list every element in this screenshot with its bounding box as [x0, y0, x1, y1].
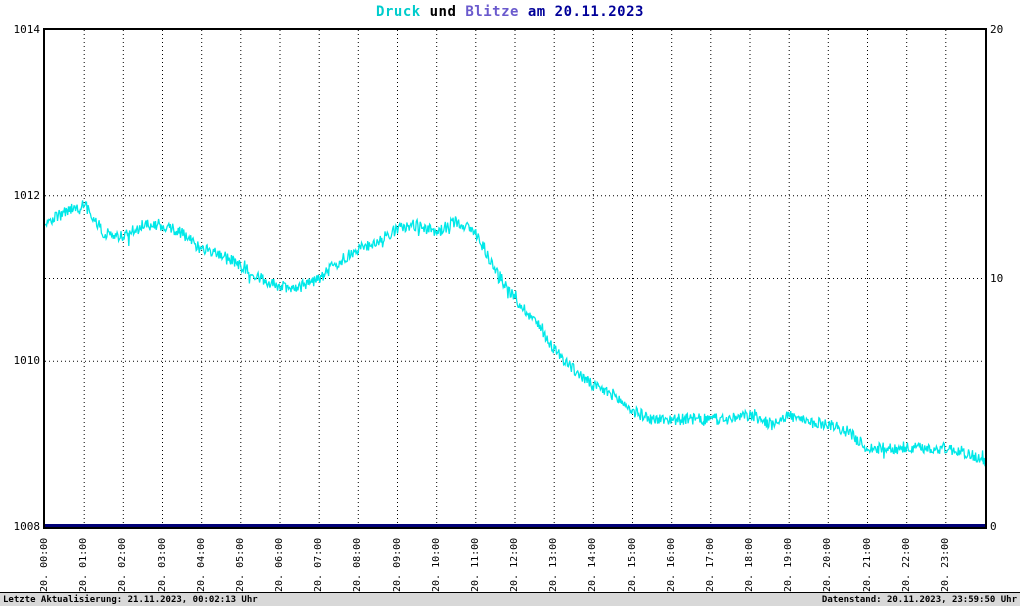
title-date: am 20.11.2023	[518, 4, 644, 20]
x-axis-tick-label: 20. 14:00	[587, 537, 599, 592]
x-axis-tick-label: 20. 13:00	[548, 537, 560, 592]
pressure-lightning-plot	[45, 30, 985, 527]
x-axis-tick-label: 20. 19:00	[783, 537, 795, 592]
x-axis-tick-label: 20. 16:00	[665, 537, 677, 592]
x-axis-tick-label: 20. 08:00	[352, 537, 364, 592]
y-axis-left-tick-label: 1014	[13, 23, 41, 36]
y-axis-right-tick-label: 10	[990, 271, 1004, 285]
x-axis-tick-label: 20. 00:00	[39, 537, 50, 592]
data-timestamp-text: Datenstand: 20.11.2023, 23:59:50 Uhr	[821, 594, 1017, 605]
x-axis-tick-label: 20. 06:00	[274, 537, 285, 592]
x-axis-tick-label: 20. 23:00	[939, 537, 951, 592]
plot-area	[43, 28, 987, 529]
x-axis-tick-label: 20. 10:00	[430, 537, 442, 592]
x-axis-tick-label: 20. 18:00	[744, 537, 755, 592]
x-axis-tick-label: 20. 02:00	[117, 537, 129, 592]
x-axis-tick-label: 20. 05:00	[234, 537, 246, 592]
last-update-text: Letzte Aktualisierung: 21.11.2023, 00:02…	[3, 594, 258, 605]
x-axis-tick-label: 20. 11:00	[469, 537, 481, 592]
x-axis-tick-label: 20. 22:00	[900, 537, 912, 592]
footer-bar: Letzte Aktualisierung: 21.11.2023, 00:02…	[0, 592, 1020, 606]
x-axis-tick-label: 20. 21:00	[861, 537, 873, 592]
x-axis-tick-label: 20. 12:00	[509, 537, 520, 592]
x-axis-tick-label: 20. 15:00	[626, 537, 638, 592]
title-druck: Druck	[376, 4, 421, 20]
x-axis-tick-label: 20. 07:00	[313, 537, 325, 592]
y-axis-left-tick-label: 1012	[13, 188, 41, 202]
y-axis-right-tick-label: 0	[990, 520, 997, 533]
y-axis-left-tick-label: 1010	[13, 354, 41, 368]
title-und: und	[420, 4, 466, 20]
x-axis-tick-label: 20. 03:00	[156, 537, 168, 592]
title-blitze: Blitze	[465, 4, 519, 20]
x-axis-tick-label: 20. 04:00	[195, 537, 207, 592]
y-axis-right-tick-label: 20	[990, 23, 1004, 36]
x-axis-tick-label: 20. 17:00	[704, 537, 716, 592]
x-axis-tick-label: 20. 01:00	[78, 537, 90, 592]
chart-title: Druck und Blitze am 20.11.2023	[0, 4, 1020, 20]
x-axis-tick-label: 20. 20:00	[822, 537, 834, 592]
y-axis-left-tick-label: 1008	[13, 520, 41, 533]
x-axis-tick-label: 20. 09:00	[391, 537, 403, 592]
